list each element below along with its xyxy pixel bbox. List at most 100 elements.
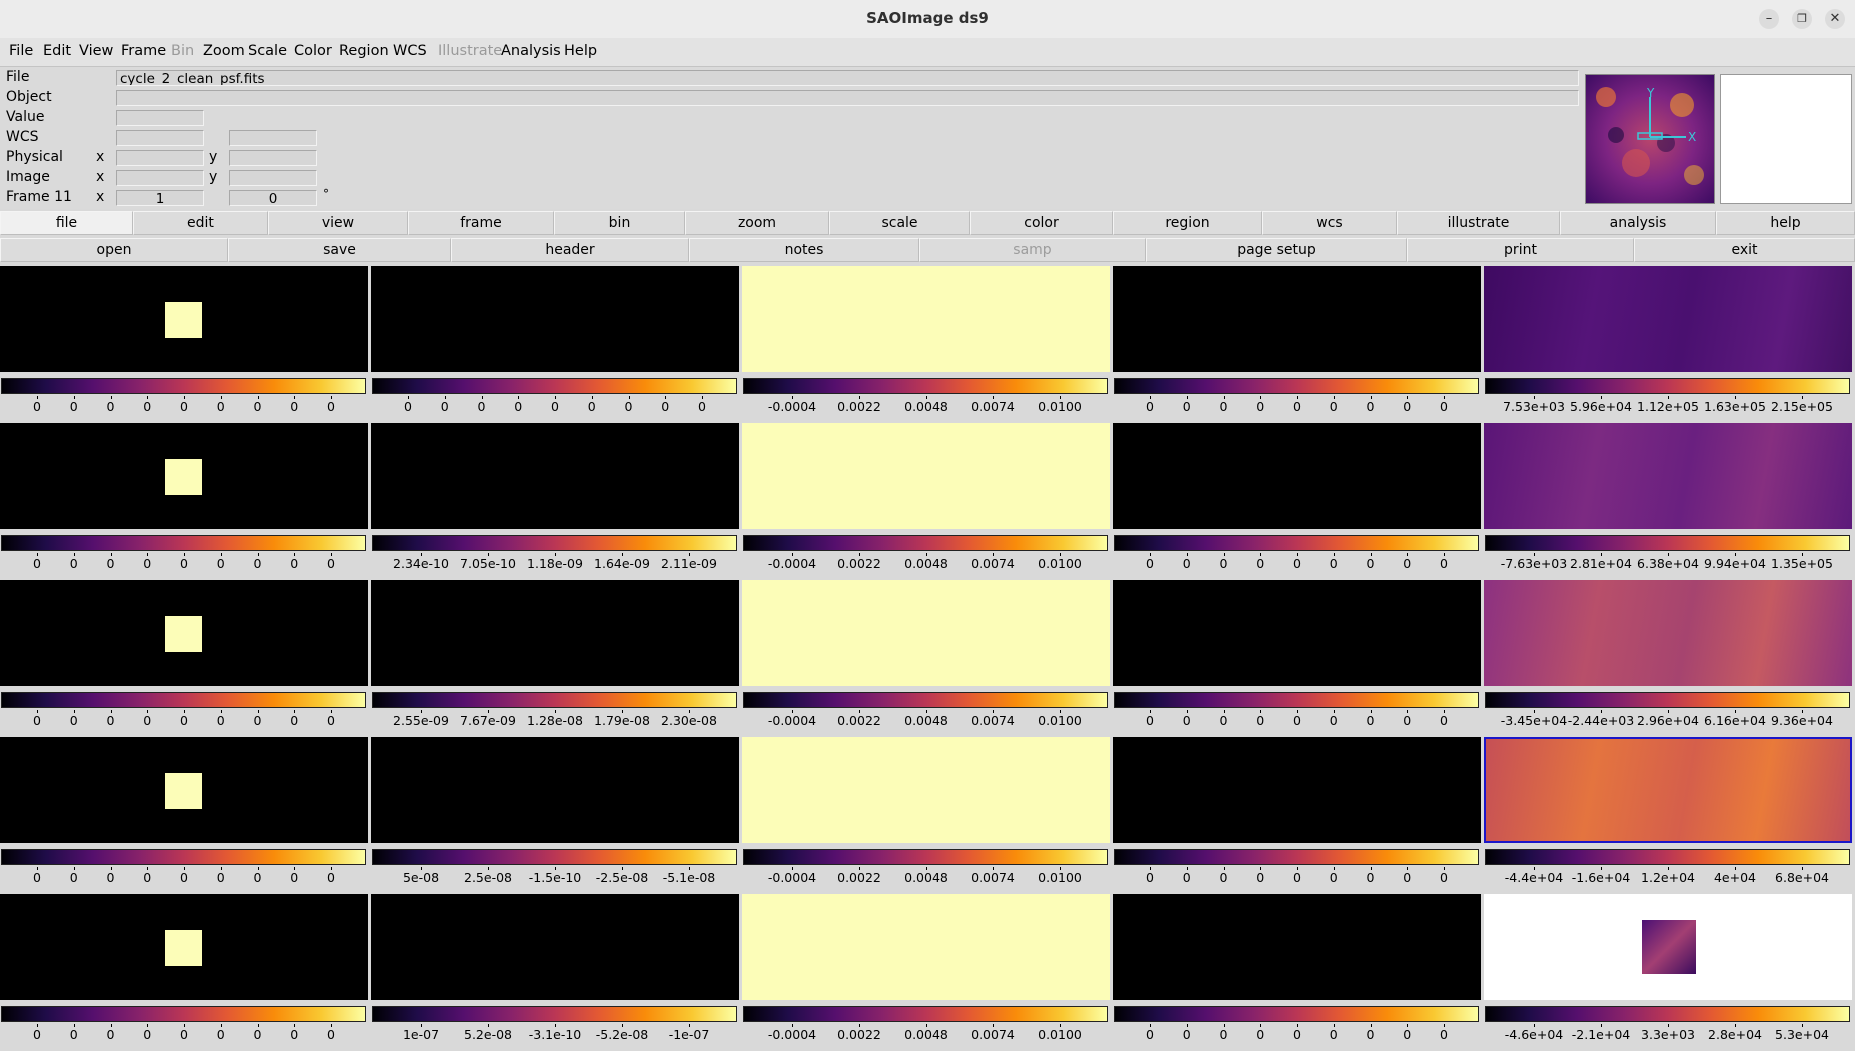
frame-image[interactable] <box>1113 580 1481 686</box>
frame-tile[interactable]: 1e-07 5.2e-08 -3.1e-10 -5.2e-08 -1e-07 <box>371 894 739 1051</box>
frame-image[interactable] <box>0 737 368 843</box>
frame-tile[interactable]: -4.4e+04 -1.6e+04 1.2e+04 4e+04 6.8e+04 <box>1484 737 1852 894</box>
btn-edit[interactable]: edit <box>133 211 268 235</box>
btn-exit[interactable]: exit <box>1634 238 1855 262</box>
colorbar[interactable] <box>1 1006 366 1022</box>
colorbar[interactable] <box>372 849 737 865</box>
menu-view[interactable]: View <box>79 43 114 59</box>
frame-image[interactable] <box>0 423 368 529</box>
frame-image[interactable] <box>0 894 368 1000</box>
colorbar[interactable] <box>1114 1006 1479 1022</box>
frame-tile[interactable]: 0 0 0 0 0 0 0 0 0 <box>1113 266 1481 423</box>
frame-image[interactable] <box>742 580 1110 686</box>
frame-tile[interactable]: -7.63e+03 2.81e+04 6.38e+04 9.94e+04 1.35e+0… <box>1484 423 1852 580</box>
colorbar[interactable] <box>1114 378 1479 394</box>
frame-tile[interactable]: 2.34e-10 7.05e-10 1.18e-09 1.64e-09 2.11e-09 <box>371 423 739 580</box>
frame-image[interactable] <box>742 423 1110 529</box>
frame-image[interactable] <box>1113 737 1481 843</box>
colorbar[interactable] <box>1485 692 1850 708</box>
menu-scale[interactable]: Scale <box>248 43 288 59</box>
menu-analysis[interactable]: Analysis <box>501 43 561 59</box>
btn-illustrate[interactable]: illustrate <box>1397 211 1560 235</box>
frame-image[interactable] <box>1484 737 1852 843</box>
colorbar[interactable] <box>1 535 366 551</box>
frame-tile[interactable]: 2.55e-09 7.67e-09 1.28e-08 1.79e-08 2.30e-08 <box>371 580 739 737</box>
colorbar[interactable] <box>1 849 366 865</box>
frame-image[interactable] <box>0 266 368 372</box>
colorbar[interactable] <box>1485 378 1850 394</box>
menu-help[interactable]: Help <box>564 43 598 59</box>
colorbar[interactable] <box>372 378 737 394</box>
colorbar[interactable] <box>743 535 1108 551</box>
frame-image[interactable] <box>371 894 739 1000</box>
btn-frame[interactable]: frame <box>408 211 554 235</box>
frame-image[interactable] <box>371 266 739 372</box>
frame-tile[interactable]: -0.0004 0.0022 0.0048 0.0074 0.0100 <box>742 423 1110 580</box>
frame-tile[interactable]: 0 0 0 0 0 0 0 0 0 <box>0 737 368 894</box>
frame-image[interactable] <box>1484 266 1852 372</box>
btn-header[interactable]: header <box>451 238 689 262</box>
frame-tile[interactable]: 0 0 0 0 0 0 0 0 0 <box>0 423 368 580</box>
frame-tile[interactable]: 0 0 0 0 0 0 0 0 0 <box>0 266 368 423</box>
frame-image[interactable] <box>742 266 1110 372</box>
menu-wcs[interactable]: WCS <box>393 43 427 59</box>
colorbar[interactable] <box>1114 692 1479 708</box>
btn-view[interactable]: view <box>268 211 408 235</box>
frame-tile[interactable]: 7.53e+03 5.96e+04 1.12e+05 1.63e+05 2.15e+05 <box>1484 266 1852 423</box>
frame-tile[interactable]: -0.0004 0.0022 0.0048 0.0074 0.0100 <box>742 266 1110 423</box>
btn-analysis[interactable]: analysis <box>1560 211 1716 235</box>
btn-page-setup[interactable]: page setup <box>1146 238 1407 262</box>
colorbar[interactable] <box>372 1006 737 1022</box>
frame-image[interactable] <box>1484 423 1852 529</box>
frame-tile[interactable]: 0 0 0 0 0 0 0 0 0 <box>0 580 368 737</box>
frame-tile[interactable]: 0 0 0 0 0 0 0 0 0 <box>0 894 368 1051</box>
colorbar[interactable] <box>743 692 1108 708</box>
colorbar[interactable] <box>372 535 737 551</box>
frame-image[interactable] <box>0 580 368 686</box>
colorbar[interactable] <box>372 692 737 708</box>
frame-image[interactable] <box>1484 894 1852 1000</box>
close-icon[interactable]: ✕ <box>1825 9 1845 29</box>
frame-image[interactable] <box>1484 580 1852 686</box>
menu-zoom[interactable]: Zoom <box>203 43 245 59</box>
btn-color[interactable]: color <box>970 211 1113 235</box>
btn-print[interactable]: print <box>1407 238 1634 262</box>
frame-tile[interactable]: 5e-08 2.5e-08 -1.5e-10 -2.5e-08 -5.1e-08 <box>371 737 739 894</box>
frame-tile[interactable]: 0 0 0 0 0 0 0 0 0 <box>371 266 739 423</box>
btn-open[interactable]: open <box>0 238 228 262</box>
btn-file[interactable]: file <box>0 211 133 235</box>
menu-frame[interactable]: Frame <box>121 43 167 59</box>
btn-scale[interactable]: scale <box>829 211 970 235</box>
btn-region[interactable]: region <box>1113 211 1262 235</box>
panner[interactable]: Y X <box>1585 74 1715 204</box>
frame-tile[interactable]: -0.0004 0.0022 0.0048 0.0074 0.0100 <box>742 737 1110 894</box>
frame-image[interactable] <box>742 737 1110 843</box>
frame-image[interactable] <box>1113 894 1481 1000</box>
colorbar[interactable] <box>1485 535 1850 551</box>
frame-tile[interactable]: -0.0004 0.0022 0.0048 0.0074 0.0100 <box>742 580 1110 737</box>
colorbar[interactable] <box>1 692 366 708</box>
menu-edit[interactable]: Edit <box>43 43 72 59</box>
colorbar[interactable] <box>1114 849 1479 865</box>
frame-tile[interactable]: 0 0 0 0 0 0 0 0 0 <box>1113 423 1481 580</box>
menu-region[interactable]: Region <box>339 43 389 59</box>
panner-bbox[interactable] <box>1637 132 1663 140</box>
btn-save[interactable]: save <box>228 238 451 262</box>
menu-file[interactable]: File <box>9 43 34 59</box>
colorbar[interactable] <box>743 1006 1108 1022</box>
frame-tile[interactable]: -4.6e+04 -2.1e+04 3.3e+03 2.8e+04 5.3e+04 <box>1484 894 1852 1051</box>
frame-image[interactable] <box>1113 423 1481 529</box>
colorbar[interactable] <box>1114 535 1479 551</box>
frame-tile[interactable]: 0 0 0 0 0 0 0 0 0 <box>1113 737 1481 894</box>
frame-image[interactable] <box>371 423 739 529</box>
frame-tile[interactable]: 0 0 0 0 0 0 0 0 0 <box>1113 894 1481 1051</box>
frame-tile[interactable]: -0.0004 0.0022 0.0048 0.0074 0.0100 <box>742 894 1110 1051</box>
btn-bin[interactable]: bin <box>554 211 685 235</box>
colorbar[interactable] <box>1485 1006 1850 1022</box>
btn-help[interactable]: help <box>1716 211 1855 235</box>
btn-zoom[interactable]: zoom <box>685 211 829 235</box>
restore-icon[interactable]: ❐ <box>1792 9 1812 29</box>
frame-image[interactable] <box>371 737 739 843</box>
frame-image[interactable] <box>371 580 739 686</box>
frame-image[interactable] <box>742 894 1110 1000</box>
